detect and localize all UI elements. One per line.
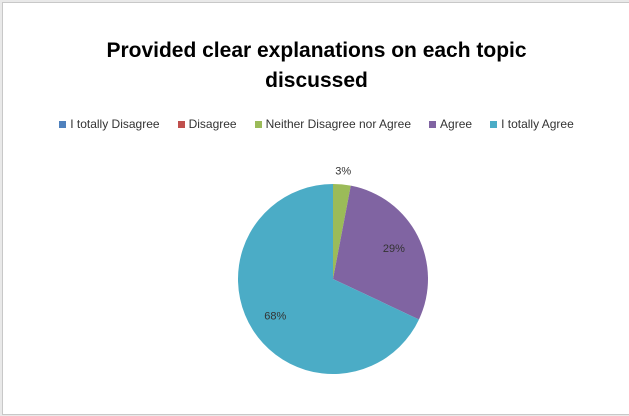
slice-data-label: 29%: [383, 243, 405, 255]
slice-data-label: 3%: [335, 165, 351, 177]
chart-title-line-2: discussed: [265, 69, 368, 92]
legend-item: Disagree: [177, 117, 237, 131]
legend-swatch: [254, 120, 262, 128]
legend-label: Neither Disagree nor Agree: [265, 117, 412, 131]
pie-slice: [333, 184, 351, 279]
legend-label: I totally Agree: [501, 117, 574, 131]
slice-data-label: 68%: [264, 311, 286, 323]
legend-label: Agree: [440, 117, 473, 131]
legend-swatch: [490, 120, 498, 128]
chart-title-line-1: Provided clear explanations on each topi…: [106, 39, 527, 62]
legend-item: I totally Disagree: [59, 117, 160, 131]
legend-swatch: [429, 120, 437, 128]
legend-item: Agree: [429, 117, 472, 131]
legend-swatch: [177, 120, 185, 128]
legend-item: Neither Disagree nor Agree: [254, 117, 412, 131]
legend-label: I totally Disagree: [70, 117, 160, 131]
legend-item: I totally Agree: [490, 117, 574, 131]
pie-slice: [333, 185, 428, 320]
pie-chart: 3% 29% 68%: [238, 165, 428, 374]
legend-swatch: [59, 120, 67, 128]
pie-slice: [238, 184, 419, 374]
legend-label: Disagree: [188, 117, 237, 131]
legend: I totally Disagree Disagree Neither Disagr…: [3, 117, 629, 131]
